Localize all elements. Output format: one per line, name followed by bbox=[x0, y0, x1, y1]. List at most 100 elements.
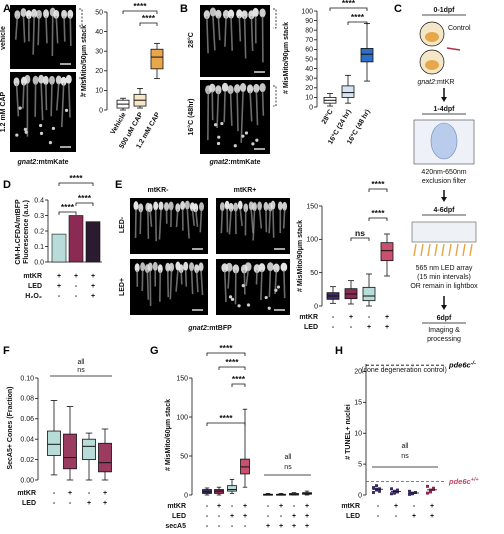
g-d-sig-label: **** bbox=[219, 413, 233, 423]
b-category-label: 28°C bbox=[320, 108, 335, 126]
b-y-tick-label: 20 bbox=[305, 85, 313, 92]
b-top-cell-process bbox=[212, 15, 216, 51]
e-img-21-cell bbox=[189, 262, 195, 272]
b-top-bracket bbox=[329, 7, 368, 11]
b-y-tick-label: 100 bbox=[301, 8, 313, 15]
a-bottom-cell bbox=[24, 74, 31, 84]
e-img-21-cell-process bbox=[184, 269, 188, 287]
e-top-bracket bbox=[368, 188, 388, 192]
e-row2-label-line: LED+ bbox=[119, 278, 126, 296]
b-y-tick-label: 0 bbox=[309, 104, 313, 111]
b-inner-sig-label: **** bbox=[351, 12, 365, 22]
a-category-label: Vehicle bbox=[110, 111, 128, 135]
a-top-cell-process bbox=[55, 15, 59, 44]
a-bottom-mismito bbox=[48, 140, 53, 145]
a-top-cell-process bbox=[69, 15, 72, 46]
g-b-bracket bbox=[218, 366, 246, 370]
h-ylabel: # TUNEL+ nuclei bbox=[345, 404, 352, 459]
g-row-value: + bbox=[305, 503, 309, 510]
g-row-value: + bbox=[243, 503, 247, 510]
h-point bbox=[426, 491, 429, 495]
d-row-label: LED bbox=[28, 283, 42, 290]
h-row-label: LED bbox=[346, 513, 360, 520]
b-bottom-cell bbox=[246, 84, 254, 94]
e-ns-bracket bbox=[350, 237, 370, 241]
b-bottom-cell-process bbox=[216, 90, 220, 129]
h-point bbox=[393, 491, 396, 495]
h-point bbox=[432, 487, 435, 491]
a-top-cell bbox=[53, 9, 60, 19]
e-img-21-cell-process bbox=[195, 269, 199, 293]
a-top-cell-process bbox=[63, 15, 66, 42]
d-ylabel: CM-H₂CFDA/mtBFPFluorescence (a.u.) bbox=[15, 199, 30, 265]
d-row-value: - bbox=[75, 293, 78, 300]
c-led-beam bbox=[441, 243, 445, 257]
a-top-bracket bbox=[79, 8, 83, 27]
a-top-cell bbox=[20, 8, 27, 18]
e-caption-reporter: :mtBFP bbox=[207, 325, 232, 332]
e-img-11-cell-process bbox=[175, 208, 179, 228]
panel-label-f: F bbox=[3, 345, 10, 357]
d-a-bracket bbox=[58, 182, 94, 186]
b-bottom-cell-process bbox=[229, 90, 233, 126]
b-bottom-cell bbox=[221, 82, 229, 92]
e-img-21-cell-process bbox=[190, 269, 194, 295]
e-img-21-cell bbox=[147, 262, 153, 272]
e-img-21-cell bbox=[183, 261, 189, 271]
c-arrowhead bbox=[441, 197, 447, 202]
e-row1-label: LED- bbox=[119, 216, 126, 233]
d-c-sig-label: **** bbox=[78, 193, 92, 203]
b-caption-reporter: :mtmKate bbox=[228, 159, 260, 166]
c-led-text: (15 min intervals) bbox=[417, 274, 471, 281]
g-row-value: + bbox=[217, 503, 221, 510]
a-bottom-cell-process bbox=[50, 82, 53, 117]
e-img-12-cell-process bbox=[228, 208, 232, 235]
g-a-bracket bbox=[206, 352, 246, 356]
h-row-value: - bbox=[413, 503, 416, 510]
d-y-tick-label: 0.3 bbox=[34, 213, 44, 220]
e-img-12-cell-process bbox=[239, 208, 243, 226]
a-bottom-cell-process bbox=[45, 82, 48, 111]
e-row-value: - bbox=[368, 314, 371, 321]
e-ylabel-line: # MisMito/90μm stack bbox=[297, 220, 304, 292]
a-top-cell-process bbox=[14, 15, 19, 40]
f-row-label: mtKR bbox=[17, 490, 36, 497]
e-img-21-cell-process bbox=[175, 269, 179, 292]
g-row-value: - bbox=[206, 523, 209, 530]
a-top-cell bbox=[43, 9, 49, 19]
h-ylabel-line: # TUNEL+ nuclei bbox=[345, 404, 352, 459]
d-y-tick-label: 0.0 bbox=[34, 259, 44, 266]
b-caption-gene: gnat2 bbox=[209, 159, 229, 166]
b-top-cell-process bbox=[224, 15, 227, 47]
a-box-2-box bbox=[150, 48, 164, 70]
c-step-3: 6dpf bbox=[437, 315, 452, 322]
a-top-label-line: vehicle bbox=[0, 26, 7, 50]
a-top-cell bbox=[35, 9, 42, 19]
c-led-beam bbox=[455, 243, 459, 257]
f-row-value: - bbox=[69, 500, 72, 507]
b-top-cell bbox=[222, 9, 230, 19]
c-gene-name: gnat2 bbox=[418, 79, 436, 86]
g-row-label: mtKR bbox=[167, 503, 186, 510]
b-top-sig-label: **** bbox=[342, 0, 356, 8]
e-img-11-cell bbox=[193, 203, 199, 213]
h-row-label: mtKR bbox=[341, 503, 360, 510]
e-y-tick-label: 150 bbox=[306, 203, 318, 210]
e-img-11-cell-process bbox=[147, 208, 150, 239]
b-top-label-line: 28°C bbox=[187, 32, 195, 48]
c-led-beam bbox=[434, 243, 438, 257]
e-img-11-cell-process bbox=[149, 208, 153, 227]
g-row-value: + bbox=[243, 513, 247, 520]
f-box-0-box bbox=[47, 430, 61, 456]
f-y-tick-label: 0.04 bbox=[20, 437, 34, 444]
e-img-22-mismito bbox=[276, 285, 281, 289]
e-img-12-cell bbox=[252, 202, 257, 212]
h-point bbox=[408, 492, 411, 496]
f-row-value: - bbox=[88, 490, 91, 497]
h-ref-label-sup: -/- bbox=[471, 361, 476, 367]
b-top-cell bbox=[252, 7, 259, 17]
b-ylabel: # MisMito/90μm stack bbox=[283, 22, 290, 94]
e-img-22-mismito bbox=[274, 288, 278, 292]
a-top-label: vehicle bbox=[0, 26, 7, 50]
b-bottom-label: 16°C (48hr) bbox=[187, 98, 195, 135]
